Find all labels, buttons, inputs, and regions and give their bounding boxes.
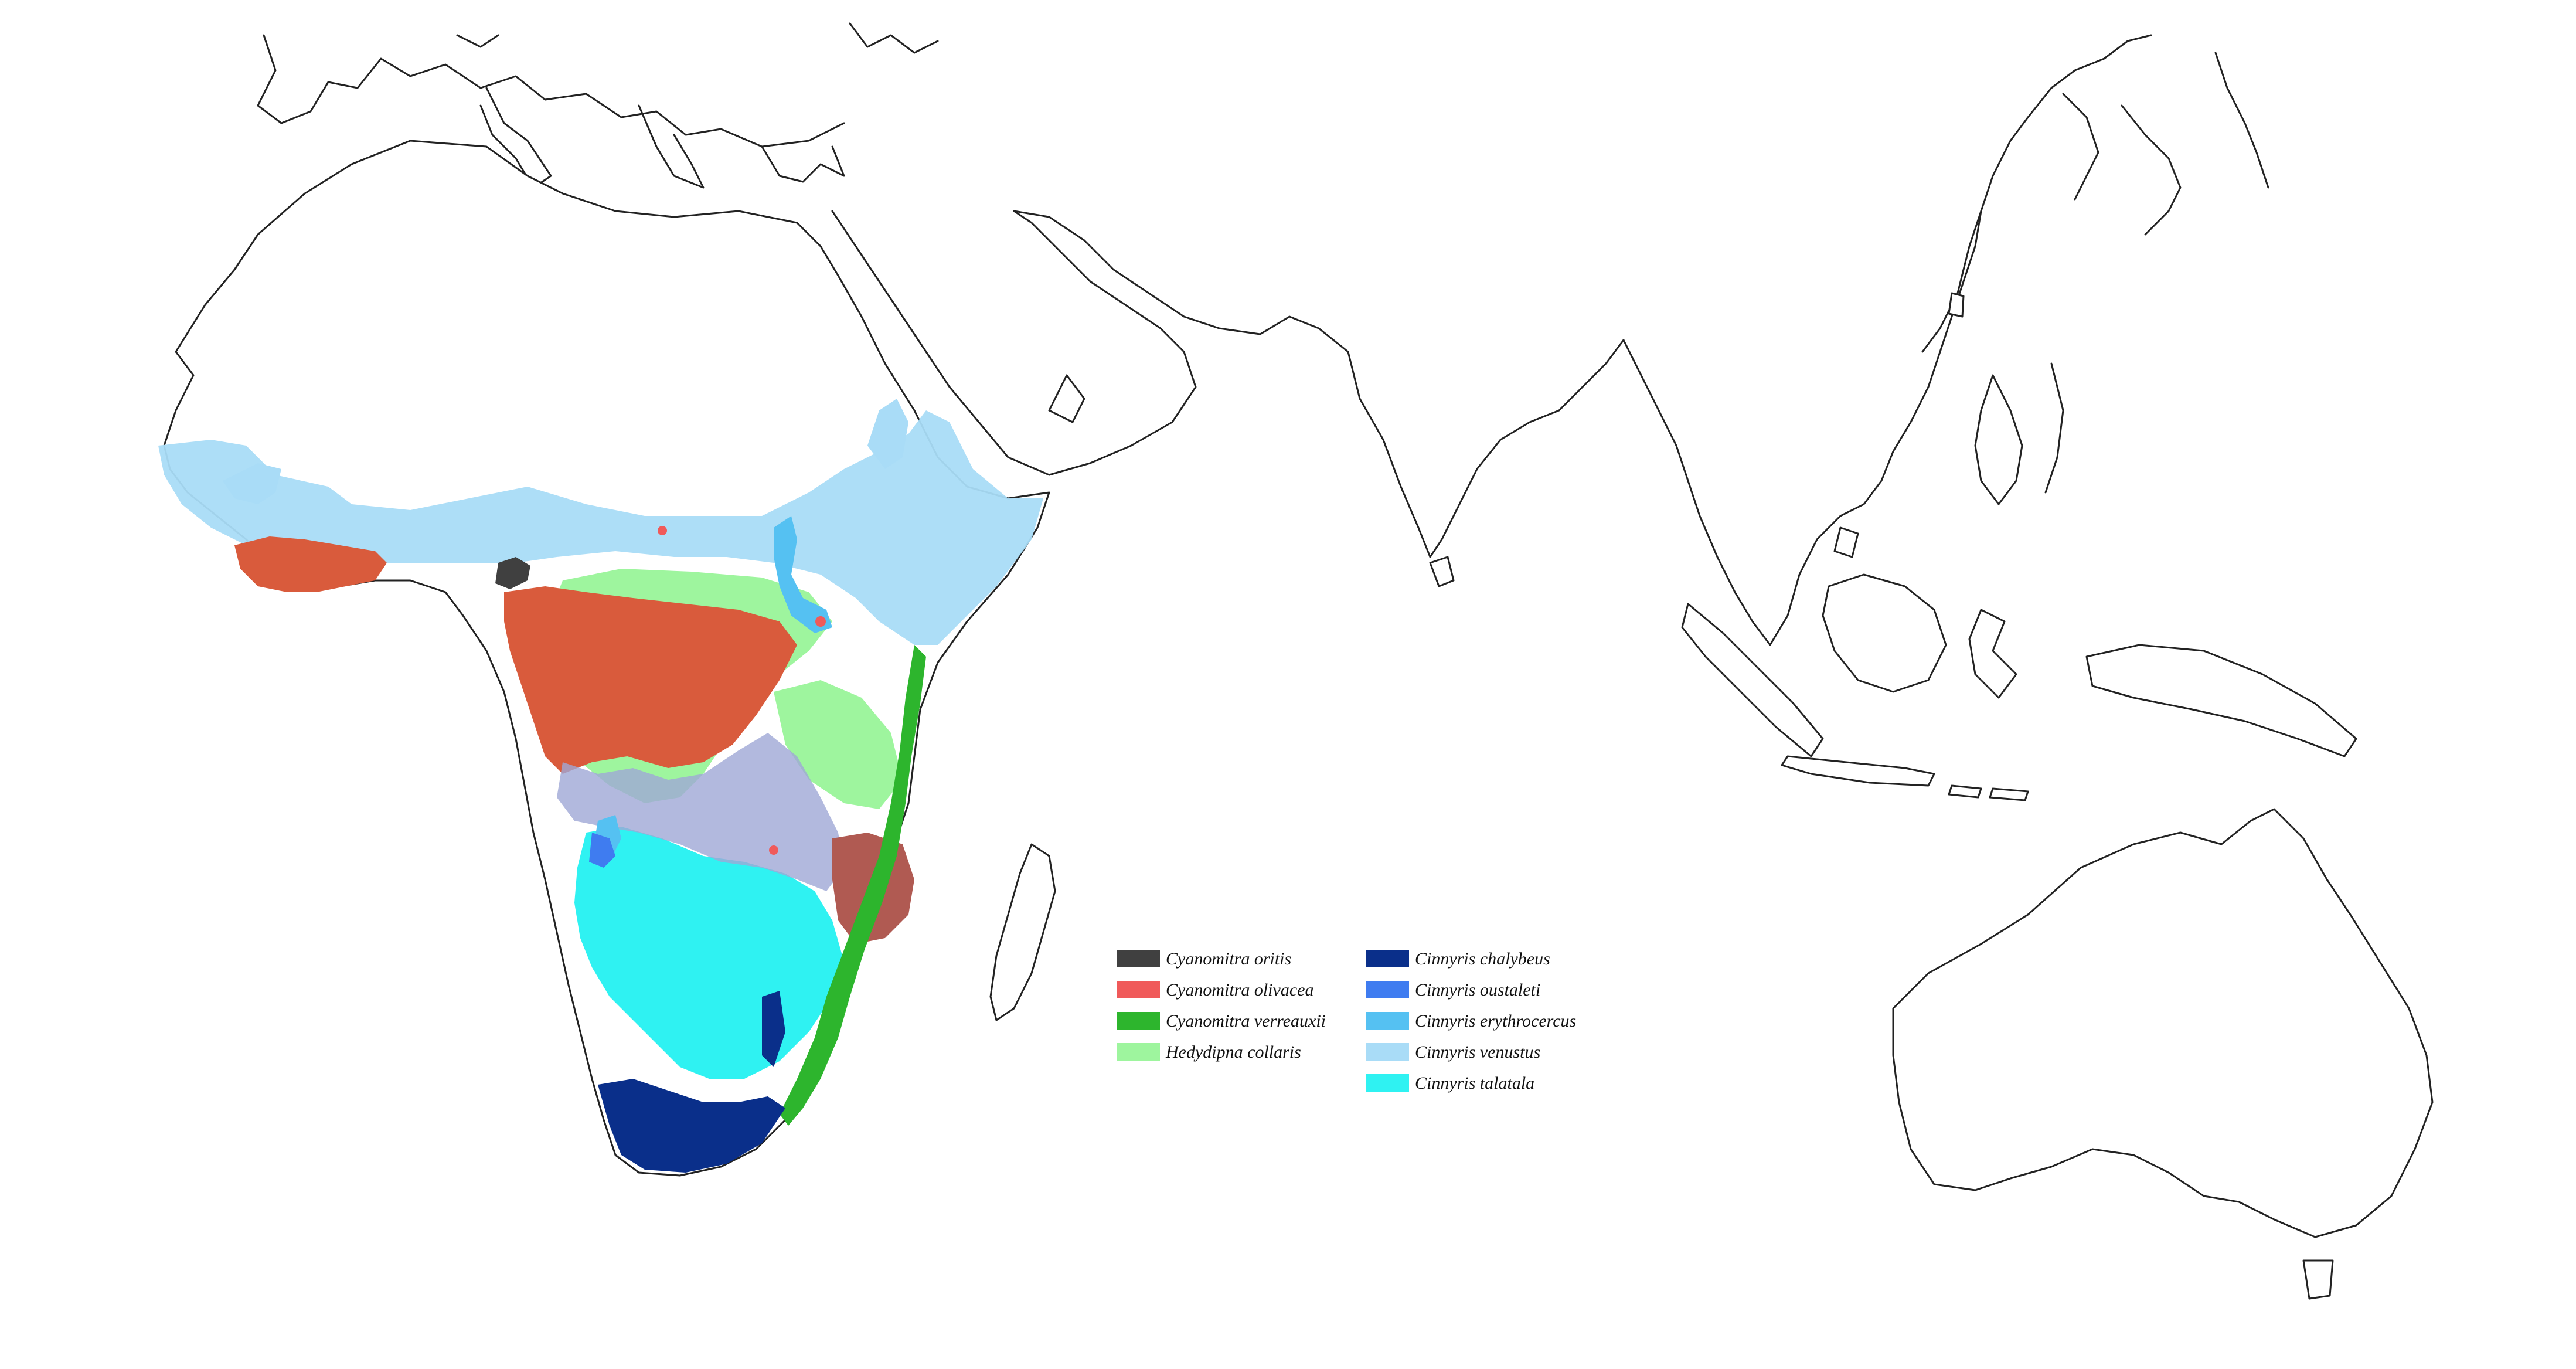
range-olivacea-dot-2 (815, 616, 826, 627)
map-legend: Cyanomitra oritis Cyanomitra olivacea Cyan… (1117, 949, 1576, 1093)
range-olivacea-dot-1 (658, 526, 667, 535)
legend-swatch (1366, 1012, 1409, 1030)
range-chalybeus-east (762, 991, 785, 1067)
range-hedydipna-east (774, 680, 903, 809)
legend-label: Hedydipna collaris (1165, 1042, 1301, 1062)
legend-swatch (1366, 1074, 1409, 1092)
range-cinnyris-erythrocercus (774, 516, 832, 633)
madagascar-island (989, 843, 1056, 1021)
legend-label: Cyanomitra olivacea (1166, 980, 1313, 1000)
legend-label: Cyanomitra oritis (1166, 949, 1291, 969)
legend-swatch (1366, 950, 1409, 967)
range-cyanomitra-olivacea-west (234, 536, 387, 592)
species-ranges (158, 399, 1043, 1173)
legend-swatch (1117, 1012, 1160, 1030)
range-cyanomitra-verreauxii (780, 645, 926, 1126)
range-cinnyris-oustaleti (589, 833, 615, 868)
range-cyanomitra-olivacea-central (504, 586, 797, 774)
legend-swatch (1366, 981, 1409, 998)
range-olivacea-dot-3 (769, 845, 778, 855)
australia-landmass (1892, 808, 2434, 1238)
range-cyanomitra-oritis (495, 557, 530, 589)
legend-label: Cinnyris erythrocercus (1415, 1011, 1576, 1031)
legend-swatch (1117, 1043, 1160, 1061)
tasmania-island (2302, 1259, 2334, 1300)
india-coastline (1347, 339, 1625, 587)
asia-coastline (1622, 34, 2269, 646)
range-venustus-sahel-1 (223, 463, 281, 504)
legend-swatch (1117, 981, 1160, 998)
legend-label: Cinnyris venustus (1415, 1042, 1540, 1062)
range-cinnyris-chalybeus (598, 1079, 785, 1173)
legend-swatch (1366, 1043, 1409, 1061)
range-venustus-sahel-2 (867, 399, 908, 469)
legend-label: Cyanomitra verreauxii (1166, 1011, 1326, 1031)
legend-label: Cinnyris talatala (1415, 1074, 1534, 1093)
indonesia-islands (1681, 573, 2357, 801)
range-cinnyris-venustus (158, 410, 1043, 645)
legend-swatch (1117, 950, 1160, 967)
legend-label: Cinnyris oustaleti (1415, 980, 1540, 1000)
middle-east-coastline (831, 210, 1349, 476)
legend-label: Cinnyris chalybeus (1415, 949, 1550, 969)
